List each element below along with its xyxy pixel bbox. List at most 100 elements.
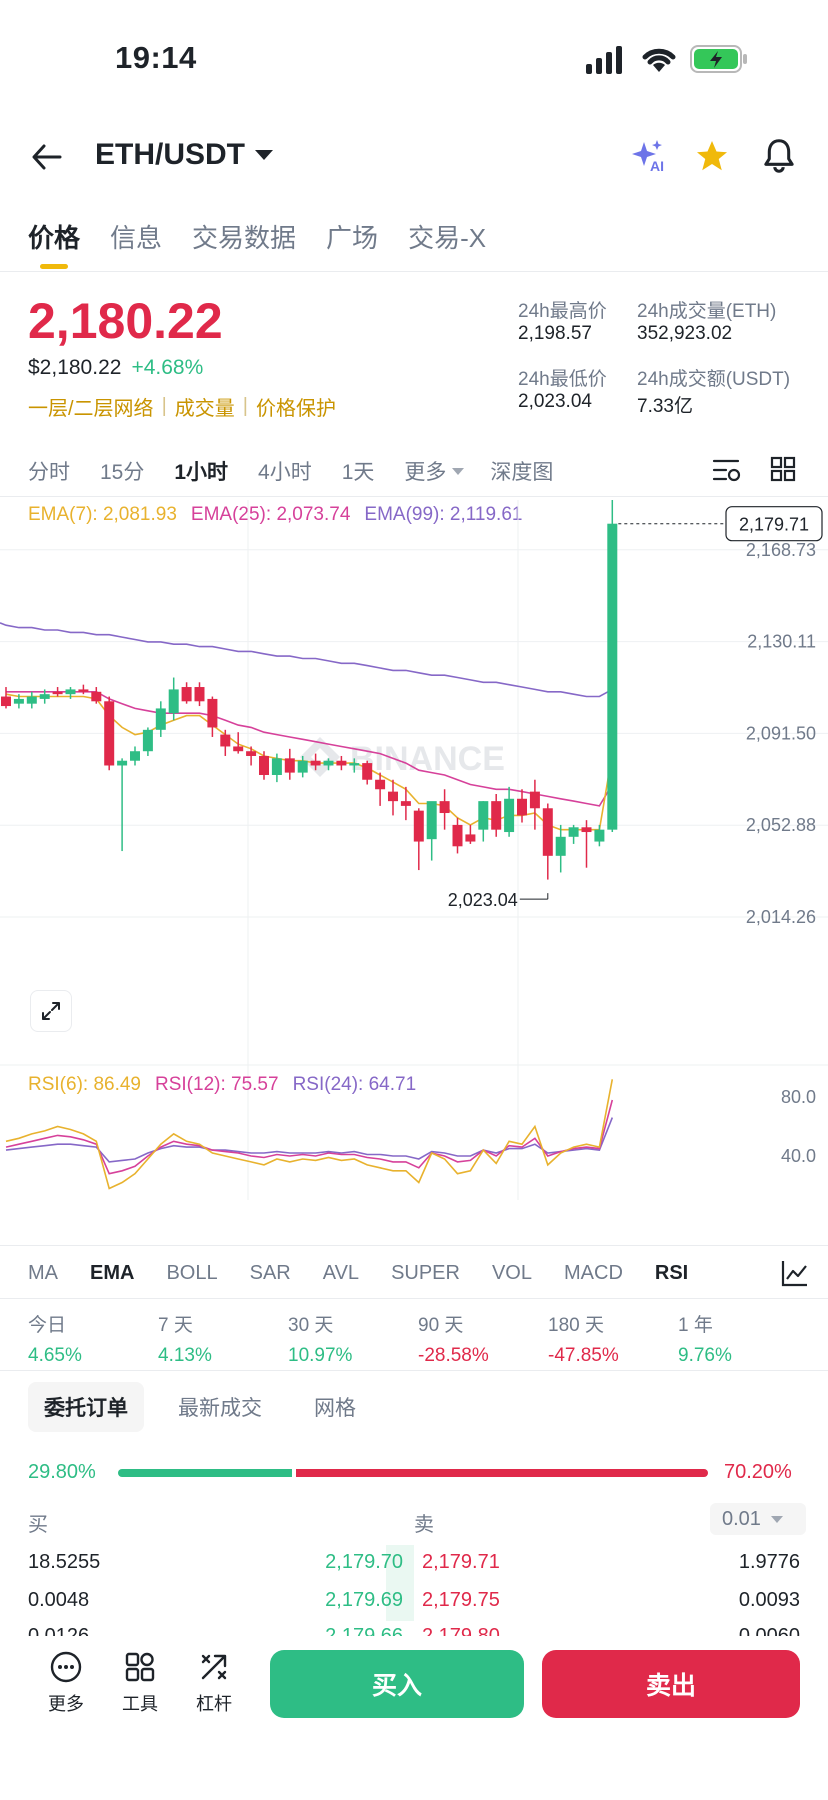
chart-settings-icon[interactable]: [712, 456, 742, 489]
price-chart[interactable]: BINANCE 2,207.352,168.732,130.112,091.50…: [0, 500, 828, 1200]
candle-body: [207, 698, 218, 728]
orderbook-row[interactable]: 0.0048 2,179.69 2,179.75 0.0093: [0, 1583, 828, 1621]
candle-body: [130, 751, 140, 761]
candle-body: [284, 758, 295, 773]
candle-body: [52, 691, 63, 695]
candle-body: [117, 760, 128, 766]
high-label: 24h最高价: [518, 301, 607, 322]
ask-price: 2,179.80: [422, 1625, 500, 1636]
rsi6-line: [5, 1079, 614, 1190]
indicator-vol[interactable]: VOL: [491, 1262, 532, 1284]
tf-15m[interactable]: 15分: [100, 461, 145, 484]
divider: [0, 271, 828, 272]
candle-body: [1, 696, 11, 707]
perf-label: 30 天: [288, 1315, 334, 1336]
rsi6-value: RSI(6): 86.49: [28, 1074, 141, 1095]
tab-info[interactable]: 信息: [110, 223, 163, 253]
orderbook-row[interactable]: 0.0126 2,179.66 2,179.80 0.0060: [0, 1621, 828, 1636]
tf-1h[interactable]: 1小时: [174, 461, 229, 484]
rsi12-value: RSI(12): 75.57: [155, 1074, 279, 1095]
leverage-button[interactable]: 杠杆: [184, 1650, 244, 1716]
perf-30d: 30 天 10.97%: [288, 1310, 408, 1367]
divider: [0, 496, 828, 497]
ema99-line: [0, 622, 613, 698]
rsi-legend: RSI(6): 86.49 RSI(12): 75.57 RSI(24): 64…: [28, 1074, 416, 1096]
vol-eth-value: 352,923.02: [637, 323, 733, 344]
candle-body: [439, 801, 450, 814]
last-price: 2,180.22: [28, 293, 223, 349]
tf-time[interactable]: 分时: [28, 461, 70, 484]
candle-body: [194, 687, 205, 702]
timeframe-bar: 分时 15分 1小时 4小时 1天 更多 深度图: [28, 456, 583, 486]
orderbook-tab-grid[interactable]: 网格: [314, 1397, 356, 1420]
candle-body: [39, 694, 50, 699]
tf-depth[interactable]: 深度图: [490, 461, 554, 484]
favorite-star-icon[interactable]: [694, 138, 730, 179]
tf-1d[interactable]: 1天: [341, 461, 375, 484]
caret-down-icon: [255, 150, 273, 160]
candle-body: [65, 689, 76, 695]
rsi-axis-label: 80.0: [781, 1087, 816, 1107]
candle-body: [91, 691, 102, 702]
candle-body: [607, 523, 618, 830]
tab-price[interactable]: 价格: [28, 223, 81, 253]
divider: [0, 1298, 828, 1299]
back-arrow-icon[interactable]: [30, 140, 64, 179]
tab-square[interactable]: 广场: [326, 223, 379, 253]
tag-layer-network[interactable]: 一层/二层网络: [28, 398, 154, 420]
indicator-sar[interactable]: SAR: [249, 1262, 291, 1284]
y-axis-label: 2,168.73: [746, 540, 816, 560]
high-value: 2,198.57: [518, 323, 592, 344]
indicator-settings-icon[interactable]: [780, 1258, 810, 1293]
ema7-value: EMA(7): 2,081.93: [28, 504, 177, 525]
candle-body: [271, 758, 282, 775]
candle-body: [594, 829, 605, 842]
candle-body: [220, 734, 231, 747]
ratio-bar-buy: [118, 1469, 292, 1477]
tag-price-protection[interactable]: 价格保护: [255, 398, 336, 420]
sell-button[interactable]: 卖出: [542, 1650, 800, 1718]
candle-body: [478, 801, 489, 830]
perf-value: 4.65%: [28, 1345, 82, 1366]
more-label: 更多: [48, 1694, 84, 1714]
more-button[interactable]: 更多: [36, 1650, 96, 1716]
indicator-rsi[interactable]: RSI: [654, 1262, 689, 1284]
ai-sparkle-icon[interactable]: AI: [630, 138, 670, 181]
indicator-super[interactable]: SUPER: [391, 1262, 460, 1284]
indicator-avl[interactable]: AVL: [322, 1262, 360, 1284]
indicator-boll[interactable]: BOLL: [166, 1262, 218, 1284]
indicator-ema[interactable]: EMA: [90, 1262, 135, 1284]
candle-body: [310, 760, 321, 766]
symbol-selector[interactable]: ETH/USDT: [95, 138, 273, 172]
perf-label: 1 年: [678, 1315, 713, 1336]
orderbook-row[interactable]: 18.5255 2,179.70 2,179.71 1.9776: [0, 1545, 828, 1583]
ratio-bar-sell: [295, 1469, 708, 1477]
vol-usdt-value: 7.33亿: [637, 396, 693, 417]
tab-trading-data[interactable]: 交易数据: [192, 223, 297, 253]
orderbook-tab-orders[interactable]: 委托订单: [28, 1382, 144, 1432]
expand-chart-button[interactable]: [30, 990, 72, 1032]
wifi-icon: [640, 44, 678, 79]
leverage-icon: [201, 1654, 227, 1680]
layout-grid-icon[interactable]: [770, 456, 796, 487]
bell-icon[interactable]: [762, 138, 796, 179]
tf-more[interactable]: 更多: [404, 456, 465, 486]
indicator-macd[interactable]: MACD: [564, 1262, 623, 1284]
candle-body: [388, 791, 398, 802]
battery-icon: [690, 45, 748, 78]
buy-button[interactable]: 买入: [270, 1650, 524, 1718]
indicator-ma[interactable]: MA: [28, 1262, 58, 1284]
perf-today: 今日 4.65%: [28, 1310, 148, 1367]
candle-body: [104, 701, 115, 766]
main-tabs: 价格 信息 交易数据 广场 交易-X: [28, 218, 516, 255]
tf-more-label: 更多: [404, 461, 447, 484]
candle-body: [400, 801, 411, 806]
tools-button[interactable]: 工具: [110, 1650, 170, 1716]
precision-select[interactable]: 0.01: [710, 1503, 806, 1535]
tag-volume[interactable]: 成交量: [174, 398, 235, 420]
tf-4h[interactable]: 4小时: [258, 461, 312, 484]
tab-trade-x[interactable]: 交易-X: [408, 223, 487, 253]
orderbook-tab-trades[interactable]: 最新成交: [178, 1397, 262, 1420]
usd-price: $2,180.22: [28, 356, 122, 379]
ask-qty: 0.0060: [738, 1625, 800, 1636]
